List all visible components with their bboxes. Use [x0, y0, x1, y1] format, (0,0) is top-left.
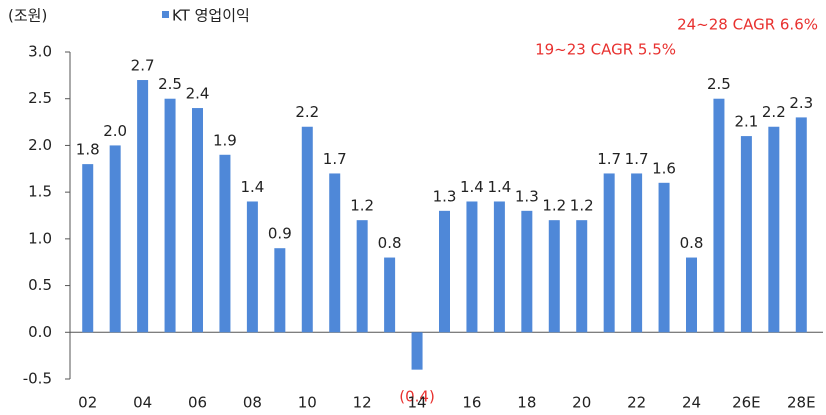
bar [740, 136, 752, 333]
data-label: 2.5 [158, 75, 182, 93]
legend-label: KT 영업이익 [172, 7, 250, 25]
bar [411, 332, 423, 370]
data-label: 2.0 [103, 122, 127, 140]
bar [82, 164, 94, 333]
y-tick-label: 3.0 [28, 43, 52, 61]
data-label: 0.8 [680, 234, 704, 252]
data-label: 1.7 [323, 150, 347, 168]
y-tick-label: 2.5 [28, 89, 52, 107]
data-label: 2.1 [734, 113, 758, 131]
data-label: 1.2 [542, 197, 566, 215]
y-tick-label: 0.5 [28, 276, 52, 294]
x-tick-label: 08 [243, 394, 262, 412]
data-label: 1.4 [487, 178, 511, 196]
annotation: 19~23 CAGR 5.5% [535, 41, 676, 59]
x-tick-label: 02 [78, 394, 97, 412]
data-label: 2.4 [186, 85, 210, 103]
bar [219, 154, 231, 333]
bar [631, 173, 643, 333]
bar [576, 220, 588, 333]
bar [466, 201, 478, 333]
bar [164, 98, 176, 333]
data-label: 2.3 [789, 94, 813, 112]
bar [603, 173, 615, 333]
bar [713, 98, 725, 333]
y-tick-label: -0.5 [23, 370, 52, 388]
data-label: 1.3 [515, 187, 539, 205]
data-label: (0.4) [399, 388, 435, 406]
bar [795, 117, 807, 333]
bar [246, 201, 258, 333]
data-label: 1.8 [76, 141, 100, 159]
bar [274, 248, 286, 333]
x-tick-label: 06 [188, 394, 207, 412]
x-tick-label: 10 [298, 394, 317, 412]
data-label: 1.4 [240, 178, 264, 196]
bar [493, 201, 505, 333]
bar [356, 220, 368, 333]
annotation: 24~28 CAGR 6.6% [677, 16, 818, 34]
bar [192, 108, 203, 333]
bar [686, 257, 697, 333]
x-tick-label: 04 [133, 394, 152, 412]
bar [329, 173, 341, 333]
data-label: 1.2 [570, 197, 594, 215]
data-label: 1.3 [433, 187, 457, 205]
bar [768, 126, 780, 333]
x-tick-label: 18 [517, 394, 536, 412]
bar [658, 182, 670, 333]
bar [521, 210, 533, 333]
bar [384, 257, 396, 333]
data-label: 1.9 [213, 131, 237, 149]
x-tick-label: 26E [732, 394, 761, 412]
x-tick-label: 20 [572, 394, 591, 412]
bar [439, 210, 450, 333]
data-label: 2.2 [762, 103, 786, 121]
data-label: 2.7 [131, 57, 155, 75]
data-label: 0.8 [378, 234, 402, 252]
bar [548, 220, 560, 333]
data-label: 1.4 [460, 178, 484, 196]
data-label: 1.7 [625, 150, 649, 168]
bar [137, 80, 149, 333]
x-tick-label: 12 [353, 394, 372, 412]
y-tick-label: 1.5 [28, 183, 52, 201]
data-label: 1.6 [652, 159, 676, 177]
x-tick-label: 14 [408, 394, 427, 412]
y-tick-label: 2.0 [28, 136, 52, 154]
data-label: 1.7 [597, 150, 621, 168]
data-label: 2.5 [707, 75, 731, 93]
legend-swatch [162, 11, 169, 18]
x-tick-label: 22 [627, 394, 646, 412]
bar [301, 126, 313, 333]
x-tick-label: 16 [462, 394, 481, 412]
data-label: 1.2 [350, 197, 374, 215]
y-tick-label: 0.0 [28, 323, 52, 341]
x-tick-label: 24 [682, 394, 701, 412]
bar [109, 145, 121, 333]
data-label: 0.9 [268, 225, 292, 243]
unit-label: (조원) [8, 7, 47, 25]
data-label: 2.2 [295, 103, 319, 121]
y-tick-label: 1.0 [28, 229, 52, 247]
x-tick-label: 28E [787, 394, 816, 412]
